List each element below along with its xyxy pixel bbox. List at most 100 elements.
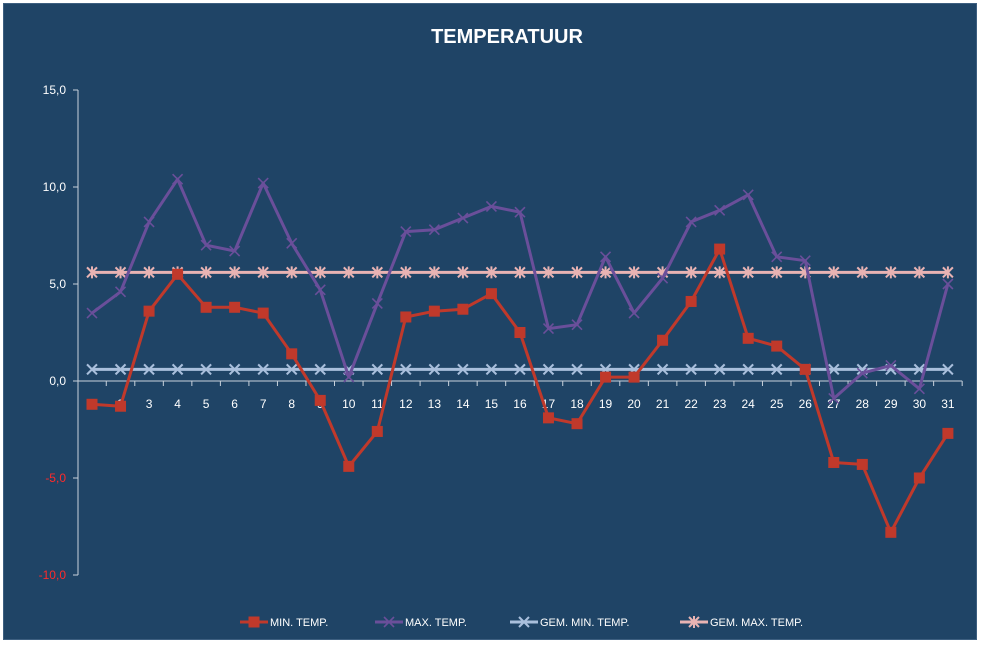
data-point-max-temp	[685, 216, 697, 228]
data-point-gem-max-temp	[114, 266, 127, 279]
data-point-gem-min-temp	[114, 363, 127, 376]
data-point-max-temp	[542, 323, 555, 335]
x-tick-label: 19	[599, 397, 613, 411]
x-tick-label: 5	[203, 397, 210, 411]
data-point-gem-max-temp	[314, 266, 326, 279]
data-point-gem-max-temp	[685, 266, 697, 279]
data-point-min-temp	[742, 332, 754, 344]
data-point-max-temp	[571, 319, 583, 331]
x-tick-label: 4	[174, 397, 181, 411]
data-point-min-temp	[942, 427, 954, 439]
data-point-min-temp	[400, 311, 412, 323]
data-point-min-temp	[485, 288, 497, 300]
x-tick-label: 25	[770, 397, 784, 411]
data-point-gem-min-temp	[200, 363, 212, 376]
data-point-max-temp	[457, 212, 469, 224]
x-tick-label: 6	[231, 397, 238, 411]
x-tick-label: 10	[342, 397, 356, 411]
legend-item-min-temp: MIN. TEMP.	[240, 616, 328, 629]
data-point-gem-max-temp	[200, 266, 212, 279]
data-point-max-temp	[913, 383, 925, 395]
x-tick-label: 16	[513, 397, 527, 411]
data-point-gem-max-temp	[86, 266, 98, 279]
x-tick-label: 23	[713, 397, 727, 411]
data-point-gem-max-temp	[571, 266, 583, 279]
data-point-max-temp	[742, 189, 754, 201]
x-tick-label: 31	[941, 397, 955, 411]
y-tick-label: -10,0	[39, 568, 67, 582]
series-layer	[86, 173, 954, 538]
x-tick-label: 20	[627, 397, 641, 411]
data-point-min-temp	[86, 398, 98, 410]
x-tick-label: 13	[428, 397, 442, 411]
x-tick-label: 28	[856, 397, 870, 411]
data-point-gem-max-temp	[856, 266, 869, 279]
data-point-gem-min-temp	[257, 363, 269, 376]
data-point-gem-min-temp	[371, 363, 384, 376]
data-point-min-temp	[229, 301, 241, 313]
data-point-gem-min-temp	[400, 363, 412, 376]
data-point-min-temp	[657, 334, 669, 346]
data-point-gem-min-temp	[228, 363, 241, 376]
data-point-min-temp	[343, 460, 355, 472]
data-point-gem-min-temp	[685, 363, 697, 376]
x-tick-label: 30	[913, 397, 927, 411]
legend: MIN. TEMP. MAX. TEMP. GEM. MIN. TEMP. GEM. …	[240, 616, 803, 629]
x-tick-label: 15	[485, 397, 499, 411]
data-point-gem-max-temp	[828, 266, 840, 279]
data-point-min-temp	[714, 243, 726, 255]
data-point-min-temp	[771, 340, 783, 352]
legend-marker	[688, 616, 700, 628]
legend-label: GEM. MAX. TEMP.	[710, 617, 803, 629]
data-point-gem-min-temp	[942, 363, 954, 376]
data-point-max-temp	[628, 307, 640, 319]
data-point-max-temp	[856, 367, 868, 379]
data-point-max-temp	[599, 251, 612, 263]
data-point-min-temp	[856, 458, 868, 470]
data-point-gem-min-temp	[713, 363, 726, 376]
data-point-max-temp	[172, 173, 184, 185]
data-point-min-temp	[628, 371, 640, 383]
data-point-max-temp	[514, 206, 526, 218]
data-point-max-temp	[771, 251, 783, 263]
data-point-max-temp	[400, 226, 412, 238]
x-tick-label: 14	[456, 397, 470, 411]
data-point-gem-max-temp	[885, 266, 897, 279]
data-point-max-temp	[314, 284, 326, 296]
data-point-min-temp	[115, 400, 127, 412]
legend-item-max-temp: MAX. TEMP.	[375, 616, 467, 629]
data-point-gem-min-temp	[571, 363, 583, 376]
data-point-gem-max-temp	[257, 266, 269, 279]
data-point-gem-max-temp	[457, 266, 469, 279]
data-point-gem-min-temp	[485, 363, 498, 376]
data-point-max-temp	[229, 245, 241, 257]
y-tick-label: 10,0	[43, 180, 67, 194]
data-point-max-temp	[343, 371, 355, 383]
x-tick-label: 29	[884, 397, 898, 411]
data-point-max-temp	[885, 359, 897, 372]
x-tick-label: 3	[146, 397, 153, 411]
data-point-max-temp	[714, 204, 726, 216]
data-point-max-temp	[114, 286, 127, 298]
data-point-min-temp	[286, 348, 298, 360]
chart-frame	[3, 3, 977, 640]
data-point-gem-min-temp	[742, 363, 754, 376]
data-point-gem-min-temp	[171, 363, 184, 376]
data-point-gem-max-temp	[514, 266, 526, 279]
data-point-gem-min-temp	[428, 363, 441, 376]
data-point-min-temp	[542, 412, 554, 424]
data-point-min-temp	[828, 456, 840, 468]
series-max-temp	[86, 173, 954, 405]
data-point-max-temp	[286, 237, 298, 249]
data-point-min-temp	[428, 305, 440, 317]
data-point-gem-max-temp	[599, 266, 612, 279]
y-tick-label: 15,0	[43, 83, 67, 97]
data-point-gem-max-temp	[400, 266, 412, 279]
data-point-max-temp	[485, 200, 497, 212]
axes: 15,010,05,00,0-5,0-10,012345678910111213…	[39, 83, 963, 582]
data-point-min-temp	[172, 268, 184, 280]
data-point-min-temp	[600, 371, 612, 383]
data-point-min-temp	[799, 363, 811, 375]
data-point-max-temp	[799, 255, 811, 267]
x-tick-label: 8	[288, 397, 295, 411]
